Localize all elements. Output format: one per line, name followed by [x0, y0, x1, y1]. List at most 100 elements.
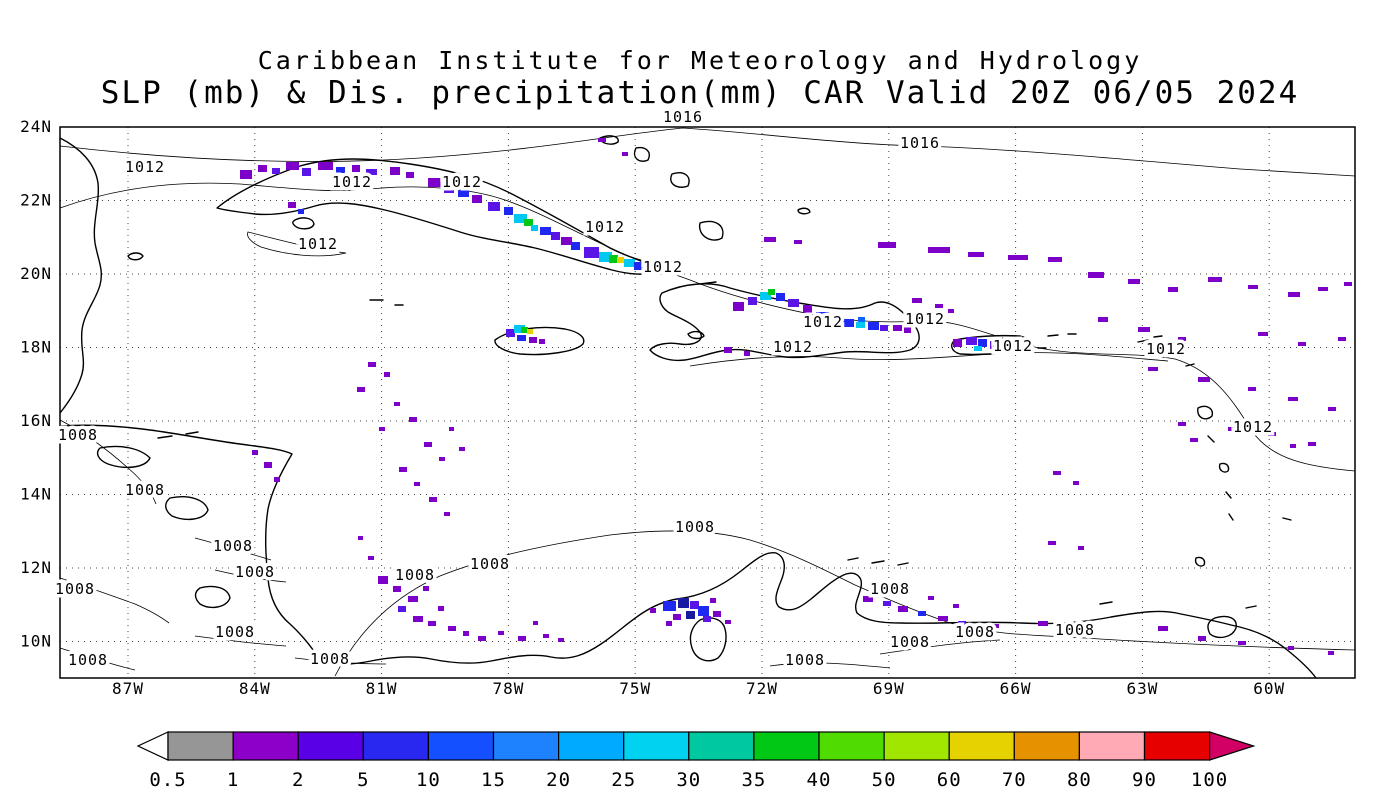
precip-cell: [506, 329, 515, 337]
precip-cell: [1288, 397, 1298, 401]
precip-cell: [883, 601, 891, 606]
isobar-1012-south: [689, 352, 1169, 367]
precip-cell: [458, 189, 469, 197]
title-line-2: SLP (mb) & Dis. precipitation(mm) CAR Va…: [100, 75, 1300, 112]
precip-cell: [444, 512, 450, 516]
isobar-1008-h: [769, 662, 891, 669]
precip-cell: [1178, 422, 1186, 426]
precip-cell: [1073, 481, 1079, 485]
precip-cell: [1328, 651, 1334, 655]
isobar-1008-b: [59, 577, 170, 624]
precip-cell: [803, 305, 812, 313]
precip-cell: [1168, 287, 1178, 292]
precip-cell: [439, 457, 445, 461]
precip-cell: [609, 255, 618, 263]
isobar-label: 1008: [310, 650, 350, 668]
precip-cell: [1198, 636, 1206, 641]
precip-cell: [650, 608, 656, 613]
lat-axis-label: 18N: [20, 338, 52, 357]
isobar-label: 1012: [1146, 340, 1186, 358]
precip-cell: [953, 339, 962, 347]
precip-cell: [414, 482, 420, 486]
isobar-label: 1012: [125, 158, 165, 176]
precip-cell: [1344, 282, 1352, 286]
precip-cell: [1248, 387, 1256, 391]
precip-cell: [978, 339, 987, 347]
precip-cell: [843, 319, 854, 327]
colorbar-box: [232, 731, 299, 761]
precip-cell: [288, 202, 296, 208]
precip-cell: [974, 346, 982, 351]
precip-cell: [1328, 407, 1336, 411]
isobar-label: 1012: [585, 218, 625, 236]
precip-cell: [1248, 285, 1258, 289]
colorbar-box: [557, 731, 625, 761]
jamaica-coastline: [494, 326, 585, 356]
precip-cell: [561, 237, 572, 245]
precip-cell: [514, 325, 525, 333]
precip-cell: [1198, 377, 1210, 382]
precip-cell: [724, 347, 732, 353]
colorbar-under-arrow: [136, 731, 169, 761]
lon-axis-label: 81W: [366, 679, 398, 698]
precip-cell: [472, 195, 482, 203]
colorbar-tick-label: 50: [872, 769, 897, 791]
precip-cell: [666, 621, 672, 626]
precip-cell: [524, 219, 533, 226]
title-line-1: Caribbean Institute for Meteorology and …: [257, 46, 1143, 75]
precip-cell: [1028, 343, 1034, 348]
precip-cell: [1016, 341, 1024, 347]
precip-cell: [518, 636, 526, 641]
isobar-labels: 1016 1016 1012 1012 1012 1012 1012 1012 1012 1012…: [51, 108, 1275, 673]
honduras-contour-1: [96, 445, 151, 469]
isobar-label: 1012: [442, 173, 482, 191]
precip-cell: [948, 309, 954, 313]
precip-cell: [880, 325, 888, 331]
precip-cell: [1258, 332, 1268, 336]
lat-axis-label: 14N: [20, 485, 52, 504]
precip-cell: [1158, 626, 1168, 631]
precip-cell: [478, 636, 486, 641]
precip-cell: [444, 185, 454, 193]
precip-cell: [1338, 337, 1346, 341]
precip-cell: [428, 621, 436, 626]
colorbar-box: [753, 731, 820, 761]
precip-cell: [521, 327, 528, 333]
precip-cell: [673, 614, 681, 620]
precip-cell: [357, 387, 365, 392]
lat-axis-label: 22N: [20, 191, 52, 210]
precip-cell: [368, 556, 374, 560]
cozumel-island: [127, 252, 144, 261]
bahamas-islands: [599, 135, 811, 241]
honduras-contour-2: [165, 496, 209, 521]
precip-cell: [856, 322, 865, 328]
isobar-label: 1008: [55, 580, 95, 598]
precip-cell: [413, 616, 423, 622]
lake-maracaibo: [689, 617, 727, 662]
precip-cell: [816, 312, 829, 320]
colorbar-tick-label: 100: [1191, 769, 1228, 791]
precip-cell: [258, 165, 267, 172]
precip-cell: [710, 598, 716, 603]
colorbar-tick-label: 70: [1002, 769, 1027, 791]
isobar-1008-c: [59, 647, 136, 671]
lat-axis-label: 24N: [20, 117, 52, 136]
isobar-1012: [59, 182, 1356, 472]
precip-cell: [1088, 272, 1104, 278]
yucatan-coastline: [59, 137, 103, 414]
precip-cell: [938, 616, 948, 621]
precip-cell: [529, 337, 537, 343]
precip-cell: [424, 442, 432, 447]
isobar-1008-d: [194, 537, 272, 561]
colorbar-box: [297, 731, 364, 761]
isobar-label: 1008: [215, 623, 255, 641]
colorbar-tick-label: 60: [937, 769, 962, 791]
map-frame: [59, 126, 1356, 679]
colorbar-tick-label: 35: [741, 769, 766, 791]
precip-cell: [423, 586, 429, 591]
precip-cell: [878, 242, 896, 248]
precip-cell: [1290, 444, 1296, 448]
precip-colorbar: 0.5 1 2 5 10 15 20 25 30 35 40 50 60 70 80 90 100: [136, 731, 1256, 791]
precip-cell: [904, 327, 911, 333]
precip-cell: [990, 341, 1001, 349]
